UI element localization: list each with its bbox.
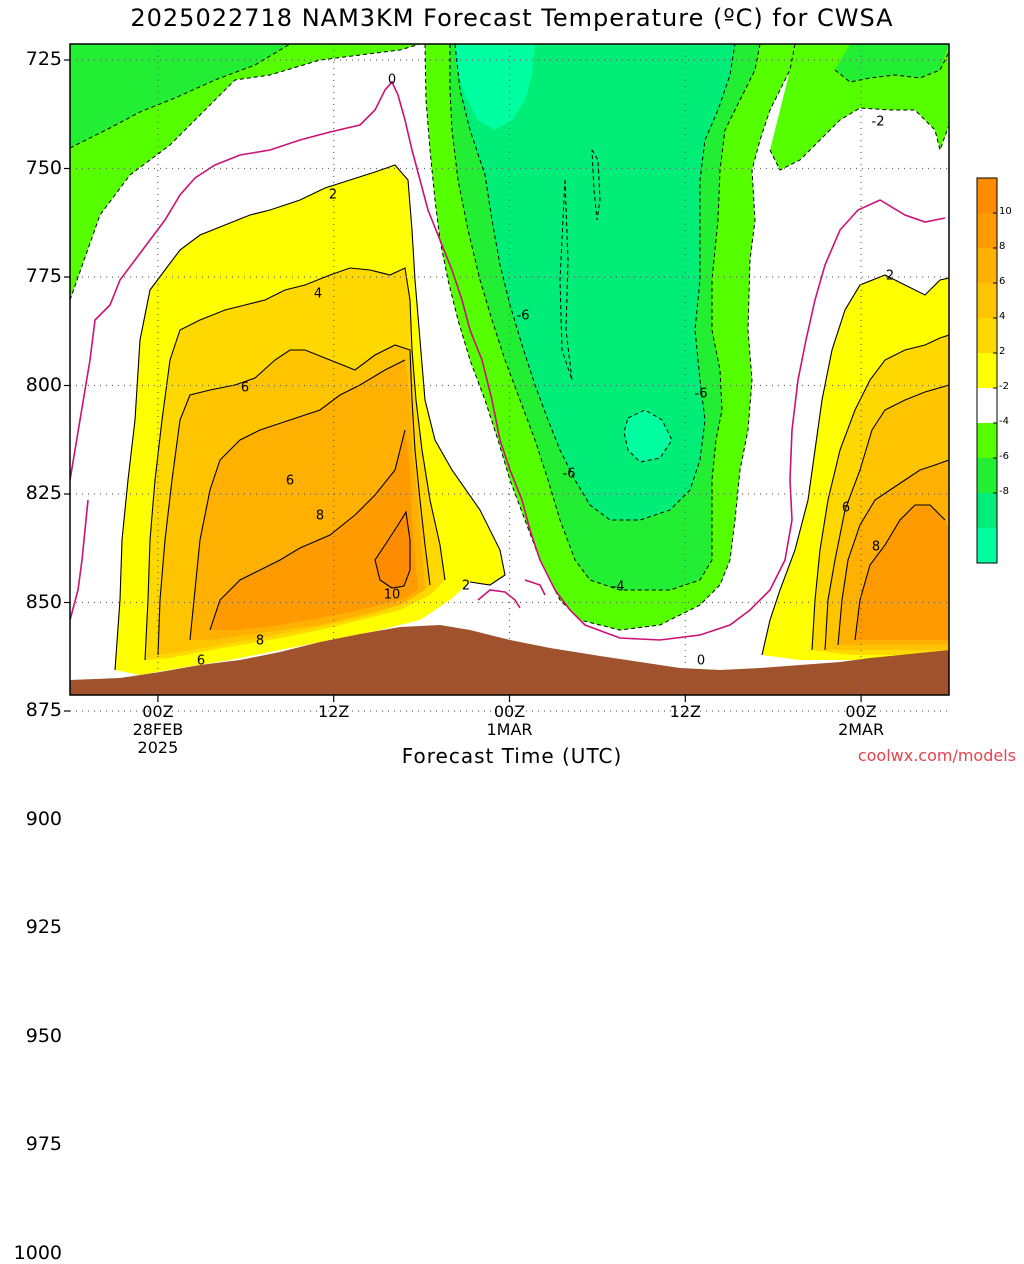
cold-contour-lines: [70, 44, 949, 631]
colorbar-band: [977, 283, 997, 318]
contour-label: 2: [329, 188, 337, 203]
contour-label: 6: [197, 654, 205, 669]
colorbar: [976, 177, 998, 564]
cold-region-center-8b: [624, 410, 672, 462]
colorbar-label: -2: [999, 381, 1009, 392]
colorbar-band: [977, 213, 997, 248]
x-tick-label: 12Z: [294, 703, 374, 721]
contour-label: 2: [886, 269, 894, 284]
y-tick-label: 950: [25, 1024, 62, 1047]
chart-title: 2025022718 NAM3KM Forecast Temperature (…: [130, 4, 894, 32]
contour-label: -6: [695, 387, 708, 402]
cold-region-left-outer: [70, 44, 420, 300]
y-tick-label: 800: [25, 373, 62, 396]
y-tick-label: 750: [25, 156, 62, 179]
x-tick-label-line: 1MAR: [486, 720, 533, 739]
grid-lines: [70, 44, 949, 712]
x-tick-label-line: 00Z: [845, 702, 877, 721]
contour-label: -4: [612, 580, 625, 595]
cold-region-right-inner: [835, 44, 949, 82]
x-tick-label: 12Z: [645, 703, 725, 721]
x-tick-label-line: 2MAR: [838, 720, 885, 739]
contour-label: 6: [286, 474, 294, 489]
y-tick-label: 975: [25, 1133, 62, 1155]
contour-label: 8: [872, 540, 880, 555]
x-tick-label-line: 00Z: [493, 702, 526, 721]
colorbar-band: [977, 248, 997, 283]
y-tick-label: 1000: [13, 1241, 62, 1264]
colorbar-label: 8: [999, 241, 1006, 252]
cold-region-center-6: [455, 44, 735, 520]
contour-label: 4: [314, 287, 322, 302]
contour-label: 6: [842, 501, 850, 516]
y-tick-label: 925: [25, 916, 62, 938]
x-tick-label: 00Z 28FEB 2025: [118, 703, 198, 757]
x-tick-label: 00Z 1MAR: [470, 703, 550, 739]
cold-region-left-inner: [70, 44, 290, 148]
x-tick-label-line: 12Z: [318, 702, 350, 721]
colorbar-band: [977, 493, 997, 528]
colorbar-label: 2: [999, 346, 1006, 357]
cold-region-center-8: [455, 44, 535, 130]
y-tick-label: 725: [25, 48, 62, 70]
warm-contour-lines: [114, 164, 949, 671]
x-tick-label-line: 28FEB: [132, 720, 184, 739]
x-tick-label-line: 2025: [137, 738, 179, 757]
contour-label: -6: [563, 467, 576, 482]
colorbar-band: [977, 318, 997, 353]
credit-text: coolwx.com/models: [857, 746, 1016, 765]
x-tick-label-line: 12Z: [669, 702, 701, 721]
contour-fields: [70, 44, 949, 695]
y-tick-label: 900: [25, 807, 62, 830]
colorbar-label: 4: [999, 311, 1006, 322]
y-tick-label: 850: [25, 590, 62, 613]
contour-label: 10: [384, 588, 401, 603]
contour-label: 2: [462, 579, 470, 594]
colorbar-band: [977, 423, 997, 458]
y-tick-label: 875: [25, 699, 62, 721]
colorbar-band: [977, 458, 997, 493]
colorbar-band: [977, 388, 997, 423]
x-tick-label: 00Z 2MAR: [821, 703, 901, 739]
colorbar-label: -4: [999, 416, 1009, 427]
contour-label: -6: [517, 309, 530, 324]
warm-region-left-10plus: [375, 512, 410, 588]
colorbar-label: -8: [999, 486, 1009, 497]
colorbar-label: -6: [999, 451, 1009, 462]
x-axis-label: Forecast Time (UTC): [401, 744, 623, 768]
contour-label: 0: [697, 654, 705, 669]
colorbar-label: 10: [999, 206, 1012, 217]
contour-labels: 0 2 -2 4 6 6 6 8 8 8 10 2 6 -6 -6 -6 -4 0 2: [197, 73, 894, 669]
y-tick-label: 825: [25, 482, 62, 504]
contour-label: 0: [388, 73, 396, 88]
contour-label: 8: [316, 509, 324, 524]
terrain: [70, 625, 949, 695]
contour-label: -2: [872, 115, 885, 130]
colorbar-frame: [976, 177, 998, 564]
colorbar-band: [977, 528, 997, 563]
x-tick-label-line: 00Z: [142, 702, 174, 721]
freezing-line: [70, 80, 946, 641]
tick-marks: [64, 59, 862, 712]
contour-label: 8: [256, 634, 264, 649]
colorbar-band: [977, 178, 997, 213]
contour-plot: 0 2 -2 4 6 6 6 8 8 8 10 2 6 -6 -6 -6 -4 0 2: [64, 43, 998, 712]
colorbar-label: 6: [999, 276, 1006, 287]
y-tick-label: 775: [25, 265, 62, 287]
warm-region-right-8to10: [855, 505, 949, 640]
warm-region-left-8to10: [210, 430, 418, 630]
colorbar-band: [977, 353, 997, 388]
contour-label: 6: [241, 381, 249, 396]
